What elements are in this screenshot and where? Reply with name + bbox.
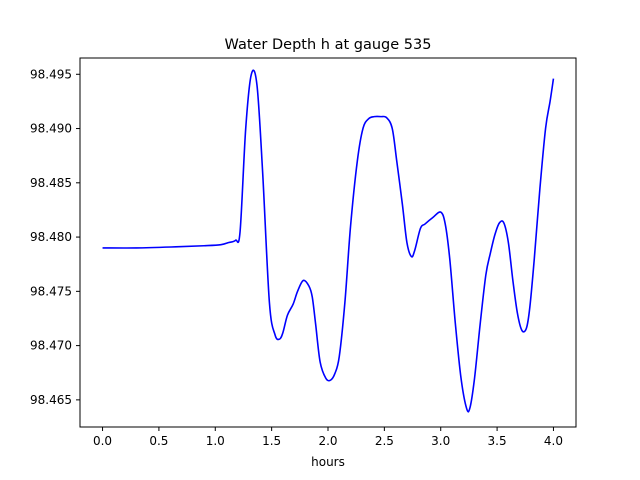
- y-tick-label: 98.475: [30, 284, 72, 298]
- y-tick-label: 98.495: [30, 67, 72, 81]
- x-tick-label: 3.5: [488, 434, 507, 448]
- y-axis: 98.465 98.470 98.475 98.480 98.485 98.490 98.4…: [30, 67, 80, 407]
- x-axis-label: hours: [311, 455, 345, 469]
- x-tick-label: 2.5: [375, 434, 394, 448]
- x-tick-label: 1.0: [206, 434, 225, 448]
- series-line: [102, 69, 555, 413]
- x-tick-label: 1.5: [262, 434, 281, 448]
- chart-title: Water Depth h at gauge 535: [225, 37, 432, 53]
- y-tick-label: 98.485: [30, 176, 72, 190]
- y-tick-label: 98.470: [30, 339, 72, 353]
- x-tick-label: 0.0: [93, 434, 112, 448]
- x-tick-label: 2.0: [318, 434, 337, 448]
- y-tick-label: 98.480: [30, 230, 72, 244]
- x-axis: 0.0 0.5 1.0 1.5 2.0 2.5 3.0 3.5 4.0: [93, 427, 563, 448]
- y-tick-label: 98.465: [30, 393, 72, 407]
- x-tick-label: 0.5: [149, 434, 168, 448]
- x-tick-label: 4.0: [544, 434, 563, 448]
- y-tick-label: 98.490: [30, 122, 72, 136]
- x-tick-label: 3.0: [431, 434, 450, 448]
- plot-area: [102, 69, 555, 413]
